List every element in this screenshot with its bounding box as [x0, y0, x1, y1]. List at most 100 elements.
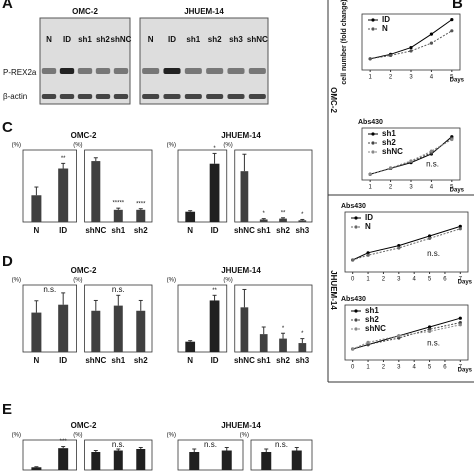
category-label: ID	[211, 356, 219, 365]
x-tick-label: 7	[459, 365, 463, 371]
panel-label: A	[2, 0, 13, 12]
lane-label: sh1	[78, 35, 92, 44]
band	[41, 94, 57, 99]
x-axis-label: Days	[458, 368, 473, 374]
bar	[91, 452, 101, 470]
point	[450, 18, 454, 22]
unit-label: (%)	[73, 433, 82, 439]
lane-label: N	[148, 35, 154, 44]
legend-marker	[371, 132, 375, 136]
legend-label: shNC	[382, 147, 403, 156]
lane-label: shNC	[247, 35, 268, 44]
bar	[113, 450, 123, 470]
note: n.s.	[427, 249, 440, 258]
group-title: OMC-2	[71, 131, 97, 140]
chart-frame	[250, 439, 313, 471]
x-tick-label: 3	[397, 365, 401, 371]
group-title: OMC-2	[71, 421, 97, 430]
unit-label: (%)	[73, 278, 82, 284]
bar	[136, 310, 146, 352]
significance: **	[212, 288, 217, 294]
unit-label: (%)	[73, 143, 82, 149]
point	[450, 29, 454, 33]
panel-label: D	[2, 253, 13, 270]
bar	[298, 220, 307, 222]
bar	[240, 171, 249, 222]
point	[397, 246, 401, 250]
category-label: ID	[211, 226, 219, 235]
series-line	[352, 324, 461, 350]
y-axis-label: Abs430	[341, 203, 366, 210]
x-tick-label: 4	[430, 75, 434, 81]
unit-label: (%)	[167, 433, 176, 439]
band	[248, 94, 266, 99]
significance: ***	[60, 439, 68, 445]
point	[388, 53, 393, 58]
chart-frame	[22, 284, 77, 353]
x-tick-label: 5	[450, 75, 454, 81]
unit-label: (%)	[12, 433, 21, 439]
chart-frame	[22, 149, 77, 223]
significance: **	[61, 156, 66, 162]
point	[409, 49, 413, 53]
x-tick-label: 3	[409, 75, 413, 81]
point	[429, 32, 434, 36]
point	[409, 46, 413, 50]
unit-label: (%)	[167, 278, 176, 284]
point	[427, 325, 432, 329]
x-tick-label: 5	[450, 185, 454, 191]
category-label: shNC	[234, 226, 255, 235]
legend-label: sh2	[382, 138, 396, 147]
band	[184, 68, 202, 74]
point	[429, 149, 434, 153]
category-label: sh1	[257, 226, 271, 235]
bar	[189, 452, 200, 470]
band	[77, 68, 93, 74]
lane-label: shNC	[111, 35, 132, 44]
bar	[113, 305, 123, 352]
bar	[259, 334, 268, 352]
legend-label: ID	[365, 213, 373, 222]
bar	[240, 307, 249, 352]
band	[163, 94, 181, 99]
point	[458, 323, 462, 327]
point	[388, 166, 393, 170]
legend-marker	[354, 309, 358, 313]
category-label: sh2	[134, 356, 148, 365]
side-label: OMC-2	[329, 87, 338, 113]
unit-label: (%)	[223, 278, 232, 284]
blot-group-title: OMC-2	[72, 7, 98, 16]
x-tick-label: 5	[428, 365, 432, 371]
note: n.s.	[112, 440, 125, 449]
chart-frame	[177, 439, 244, 471]
significance: *	[282, 326, 285, 332]
note: n.s.	[204, 440, 217, 449]
bar	[31, 195, 42, 222]
side-label: JHUEM-14	[329, 270, 338, 310]
significance: *	[301, 212, 304, 218]
point	[397, 244, 401, 248]
blot-frame	[39, 17, 131, 105]
chart-frame	[22, 439, 77, 471]
category-label: sh2	[276, 226, 290, 235]
legend-marker	[371, 27, 375, 31]
point	[458, 321, 462, 325]
point	[427, 329, 432, 333]
point	[366, 340, 370, 344]
legend-marker	[371, 18, 375, 22]
point	[397, 334, 401, 338]
band	[206, 68, 224, 74]
band	[184, 94, 202, 99]
blot-row-label: β-actin	[3, 92, 27, 101]
point	[429, 41, 434, 45]
category-label: shNC	[85, 356, 106, 365]
y-axis-label: Abs430	[341, 296, 366, 303]
blot-group-title: JHUEM-14	[184, 7, 224, 16]
band	[59, 68, 75, 74]
category-label: N	[187, 226, 193, 235]
note: n.s.	[275, 440, 288, 449]
legend-marker	[371, 141, 375, 145]
point	[427, 236, 432, 240]
point	[458, 224, 462, 228]
